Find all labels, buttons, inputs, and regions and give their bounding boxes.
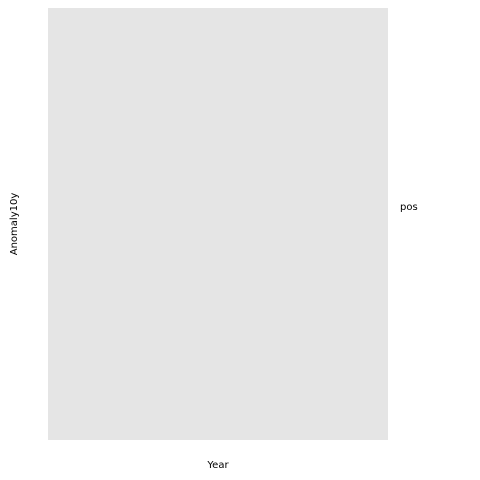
legend-title: pos <box>400 202 418 213</box>
y-axis-label: Anomaly10y <box>9 193 20 256</box>
x-axis-label: Year <box>206 460 229 471</box>
panel <box>48 8 388 440</box>
legend: pos <box>400 202 418 213</box>
